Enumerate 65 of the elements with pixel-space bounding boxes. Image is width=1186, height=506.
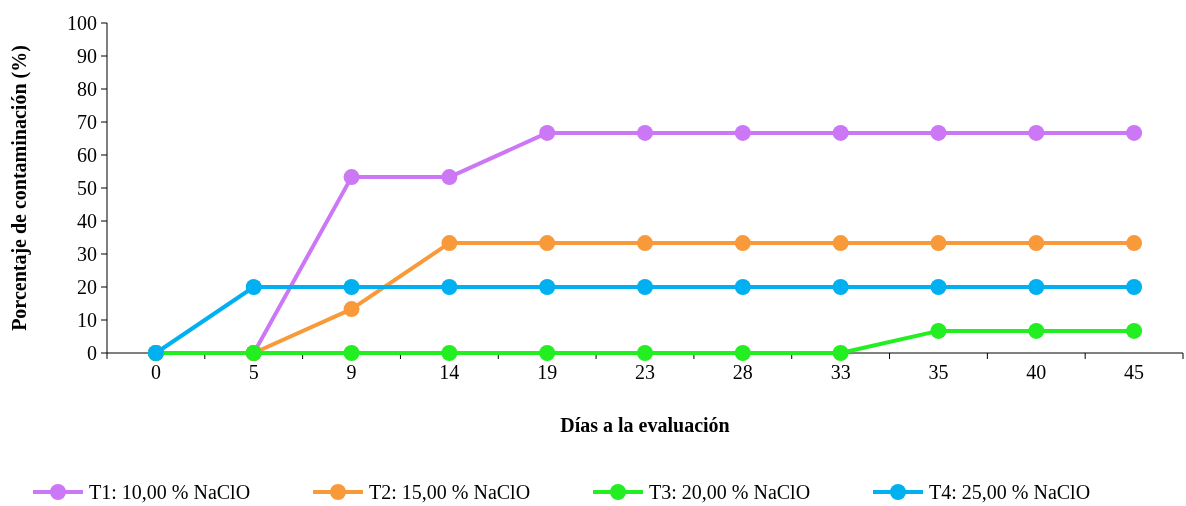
point <box>1028 322 1045 339</box>
y-tick-label: 100 <box>67 12 97 34</box>
point <box>930 279 947 295</box>
point <box>343 301 360 318</box>
point <box>637 345 653 361</box>
x-tick-label: 28 <box>732 361 753 383</box>
x-tick-label: 9 <box>346 361 357 383</box>
point <box>245 279 262 295</box>
point <box>930 124 947 141</box>
point <box>832 345 849 361</box>
point <box>832 235 849 252</box>
point <box>637 124 653 141</box>
point <box>930 322 947 339</box>
x-tick-label: 0 <box>150 361 161 383</box>
x-tick-label: 35 <box>928 361 949 383</box>
x-tick-label: 45 <box>1124 361 1145 383</box>
point <box>1126 124 1143 141</box>
legend-label: T1: 10,00 % NaClO <box>89 481 251 503</box>
y-tick-label: 40 <box>77 210 97 232</box>
point <box>441 169 458 186</box>
point <box>343 279 360 295</box>
x-axis-title: Días a la evaluación <box>560 414 730 436</box>
point <box>832 279 849 295</box>
point <box>539 345 556 361</box>
y-tick-label: 60 <box>77 144 97 166</box>
point <box>1028 124 1045 141</box>
y-axis-title: Porcentaje de contaminación (%) <box>8 45 31 331</box>
x-tick-label: 14 <box>439 361 460 383</box>
point <box>832 124 849 141</box>
point <box>637 279 653 295</box>
legend-label: T4: 25,00 % NaClO <box>929 481 1091 503</box>
y-tick-label: 10 <box>77 309 97 331</box>
y-tick-label: 0 <box>87 342 97 364</box>
point <box>1028 279 1045 295</box>
point <box>539 279 556 295</box>
y-tick-label: 50 <box>77 177 97 199</box>
y-tick-label: 30 <box>77 243 97 265</box>
x-tick-label: 40 <box>1026 361 1047 383</box>
x-tick-label: 19 <box>537 361 558 383</box>
point <box>734 345 751 361</box>
y-tick-label: 90 <box>77 45 97 67</box>
y-tick-label: 70 <box>77 111 97 133</box>
x-tick-label: 5 <box>248 361 259 383</box>
point <box>441 279 458 295</box>
point <box>343 345 360 361</box>
point <box>343 169 360 186</box>
point <box>441 345 458 361</box>
point <box>1126 279 1143 295</box>
point <box>734 279 751 295</box>
y-tick-label: 20 <box>77 276 97 298</box>
point <box>1126 235 1143 252</box>
y-tick-label: 80 <box>77 78 97 100</box>
point <box>441 235 458 252</box>
legend-label: T2: 15,00 % NaClO <box>369 481 531 503</box>
point <box>734 235 751 252</box>
point <box>930 235 947 252</box>
point <box>637 235 653 252</box>
x-tick-label: 33 <box>830 361 851 383</box>
point <box>734 124 751 141</box>
point <box>1126 322 1143 339</box>
point <box>539 235 556 252</box>
x-tick-label: 23 <box>635 361 655 383</box>
point <box>1028 235 1045 252</box>
point <box>539 124 556 141</box>
legend-label: T3: 20,00 % NaClO <box>649 481 811 503</box>
